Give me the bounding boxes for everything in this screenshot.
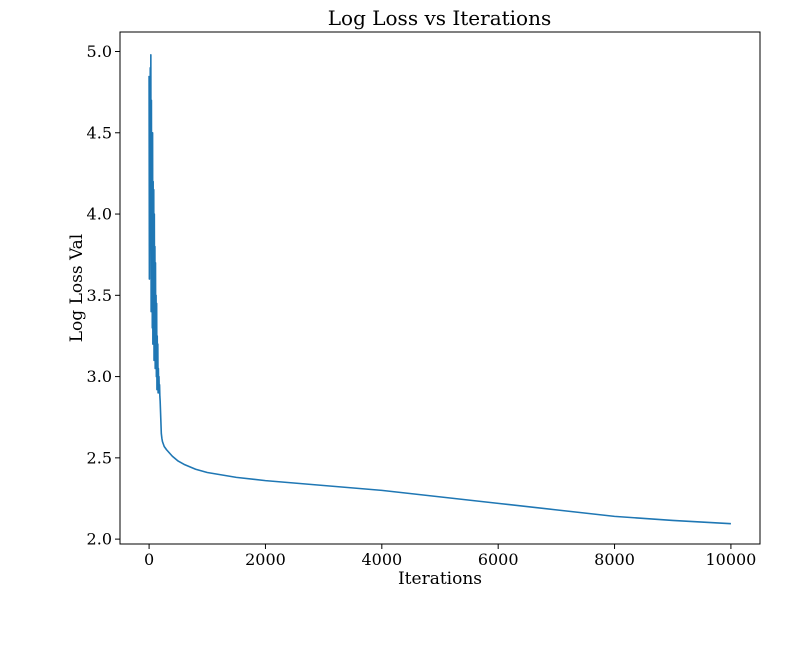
- y-axis-label: Log Loss Val: [67, 234, 87, 342]
- y-tick-label: 2.5: [87, 448, 112, 467]
- y-tick-label: 4.5: [87, 123, 112, 142]
- plot-area-frame: [119, 31, 761, 545]
- x-tick-label: 6000: [478, 550, 519, 569]
- series-layer: [148, 53, 731, 525]
- chart-title: Log Loss vs Iterations: [328, 6, 552, 30]
- x-tick-label: 0: [144, 550, 154, 569]
- y-tick-label: 4.0: [87, 205, 112, 224]
- y-tick-label: 2.0: [87, 530, 112, 549]
- y-tick-label: 5.0: [87, 42, 112, 61]
- y-tick-label: 3.0: [87, 367, 112, 386]
- y-tick-label: 3.5: [87, 286, 112, 305]
- y-axis: 2.0 2.5 3.0 3.5 4.0 4.5 5.0: [87, 42, 120, 549]
- x-tick-label: 4000: [361, 550, 402, 569]
- x-tick-label: 10000: [705, 550, 756, 569]
- x-axis-label: Iterations: [398, 569, 482, 589]
- x-tick-label: 2000: [245, 550, 286, 569]
- series-line: [148, 53, 731, 525]
- x-axis: 0 2000 4000 6000 8000 10000: [144, 544, 756, 569]
- x-tick-label: 8000: [594, 550, 635, 569]
